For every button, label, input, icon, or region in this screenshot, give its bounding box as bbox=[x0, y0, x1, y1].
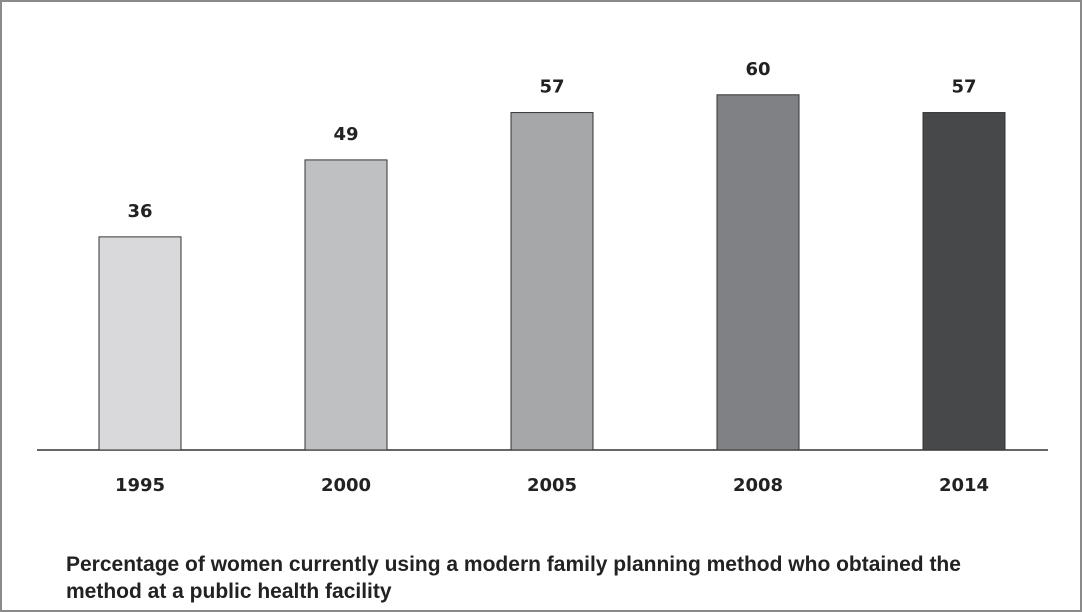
value-label: 57 bbox=[951, 77, 976, 98]
bar bbox=[510, 112, 594, 451]
value-label: 49 bbox=[333, 124, 358, 145]
x-tick-label: 1995 bbox=[115, 475, 165, 496]
x-tick-label: 2005 bbox=[527, 475, 577, 496]
chart-title: Percentage of women currently using a mo… bbox=[66, 553, 961, 603]
x-tick-label: 2008 bbox=[733, 475, 783, 496]
value-label: 57 bbox=[539, 77, 564, 98]
bar bbox=[98, 236, 182, 451]
x-tick-label: 2014 bbox=[939, 475, 989, 496]
bar bbox=[716, 94, 800, 451]
value-label: 36 bbox=[127, 201, 152, 222]
x-tick-label: 2000 bbox=[321, 475, 371, 496]
bar bbox=[304, 159, 388, 451]
value-label: 60 bbox=[745, 59, 770, 80]
bar bbox=[922, 112, 1006, 451]
